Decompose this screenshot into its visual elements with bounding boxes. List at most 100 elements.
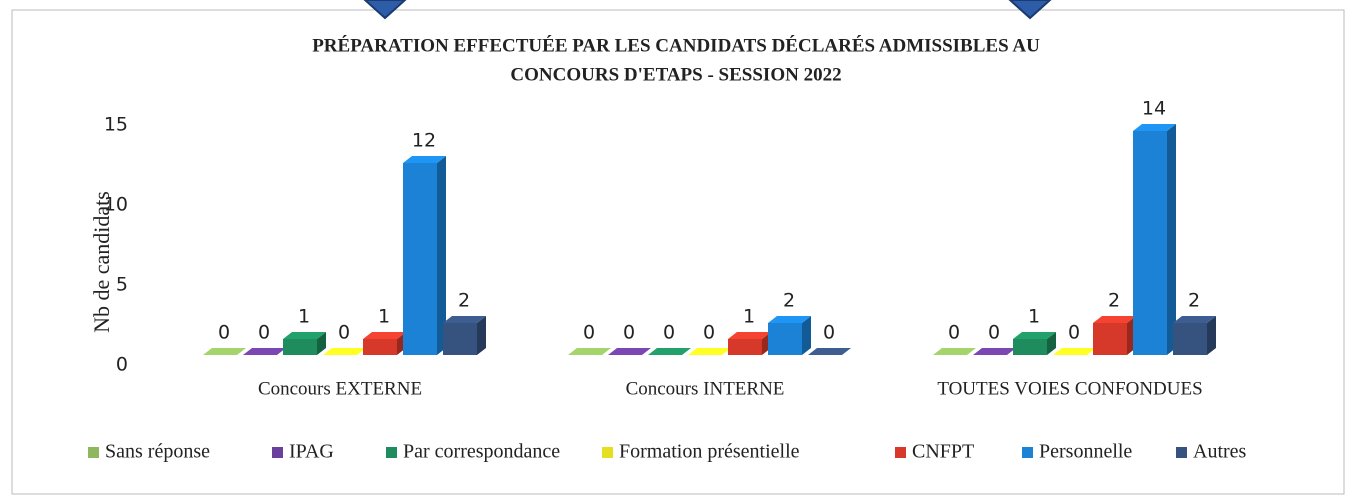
bar-top bbox=[808, 348, 851, 355]
data-label: 2 bbox=[783, 290, 795, 312]
bar-top bbox=[608, 348, 651, 355]
data-label: 12 bbox=[412, 130, 436, 152]
data-label: 2 bbox=[458, 290, 470, 312]
legend-swatch bbox=[272, 447, 283, 458]
decor-diamond bbox=[363, 0, 407, 20]
bar-top bbox=[203, 348, 246, 355]
bar-front bbox=[403, 163, 437, 355]
legend-label: Formation présentielle bbox=[619, 441, 800, 463]
bar bbox=[933, 348, 976, 355]
bar-front bbox=[283, 339, 317, 355]
data-label: 0 bbox=[218, 322, 230, 344]
bar-front bbox=[728, 339, 762, 355]
legend-swatch bbox=[895, 447, 906, 458]
chart-title: PRÉPARATION EFFECTUÉE PAR LES CANDIDATS … bbox=[312, 34, 1040, 56]
bar bbox=[768, 316, 811, 355]
bar-top bbox=[1013, 332, 1056, 339]
bar bbox=[688, 348, 731, 355]
bar-side bbox=[317, 332, 326, 355]
bar-top bbox=[1093, 316, 1136, 323]
data-label: 0 bbox=[338, 322, 350, 344]
bar bbox=[403, 156, 446, 355]
bar-front bbox=[363, 339, 397, 355]
data-label: 2 bbox=[1108, 290, 1120, 312]
bar-top bbox=[568, 348, 611, 355]
frame bbox=[11, 9, 1345, 495]
bar bbox=[1093, 316, 1136, 355]
bar-side bbox=[437, 156, 446, 355]
data-label: 0 bbox=[623, 322, 635, 344]
data-label: 1 bbox=[378, 306, 390, 328]
chart-title: CONCOURS D'ETAPS - SESSION 2022 bbox=[510, 64, 841, 85]
bar-front bbox=[1013, 339, 1047, 355]
bar-top bbox=[243, 348, 286, 355]
bar-top bbox=[973, 348, 1016, 355]
data-label: 0 bbox=[988, 322, 1000, 344]
legend-swatch bbox=[1176, 447, 1187, 458]
legend-label: Sans réponse bbox=[105, 441, 210, 463]
bar bbox=[443, 316, 486, 355]
x-tick-label: Concours INTERNE bbox=[626, 378, 785, 399]
bar bbox=[1013, 332, 1056, 355]
bar bbox=[568, 348, 611, 355]
bar-top bbox=[1053, 348, 1096, 355]
bar-top bbox=[443, 316, 486, 323]
bar-front bbox=[443, 323, 477, 355]
bar-front bbox=[768, 323, 802, 355]
bar-side bbox=[802, 316, 811, 355]
bar-top bbox=[1173, 316, 1216, 323]
bar bbox=[608, 348, 651, 355]
bar-top bbox=[688, 348, 731, 355]
data-label: 0 bbox=[1068, 322, 1080, 344]
legend-label: Autres bbox=[1193, 441, 1247, 463]
bar-side bbox=[1167, 124, 1176, 355]
bar-top bbox=[648, 348, 691, 355]
bar-side bbox=[1207, 316, 1216, 355]
bar-top bbox=[323, 348, 366, 355]
bar bbox=[1133, 124, 1176, 355]
bar bbox=[243, 348, 286, 355]
bar bbox=[323, 348, 366, 355]
bar bbox=[203, 348, 246, 355]
y-tick-label: 10 bbox=[104, 194, 128, 216]
bar-front bbox=[1093, 323, 1127, 355]
y-axis-label: Nb de candidats bbox=[89, 191, 114, 333]
bar bbox=[648, 348, 691, 355]
bar bbox=[728, 332, 771, 355]
bar-side bbox=[1047, 332, 1056, 355]
bar-front bbox=[1173, 323, 1207, 355]
data-label: 0 bbox=[583, 322, 595, 344]
x-tick-label: TOUTES VOIES CONFONDUES bbox=[937, 378, 1202, 399]
data-label: 0 bbox=[948, 322, 960, 344]
legend-label: Personnelle bbox=[1039, 441, 1132, 463]
bar bbox=[973, 348, 1016, 355]
bar-top bbox=[933, 348, 976, 355]
bar bbox=[1053, 348, 1096, 355]
bar-front bbox=[1133, 131, 1167, 355]
bar-top bbox=[363, 332, 406, 339]
data-label: 0 bbox=[823, 322, 835, 344]
bar bbox=[808, 348, 851, 355]
legend-swatch bbox=[1022, 447, 1033, 458]
bar-top bbox=[768, 316, 811, 323]
y-tick-label: 0 bbox=[116, 354, 128, 376]
data-label: 14 bbox=[1142, 98, 1166, 120]
data-label: 0 bbox=[663, 322, 675, 344]
y-tick-label: 5 bbox=[116, 274, 128, 296]
legend-label: CNFPT bbox=[912, 441, 974, 463]
data-label: 1 bbox=[298, 306, 310, 328]
bar bbox=[1173, 316, 1216, 355]
data-label: 1 bbox=[743, 306, 755, 328]
data-label: 2 bbox=[1188, 290, 1200, 312]
bar bbox=[363, 332, 406, 355]
legend-swatch bbox=[386, 447, 397, 458]
data-label: 0 bbox=[258, 322, 270, 344]
y-tick-label: 15 bbox=[104, 114, 128, 136]
data-label: 1 bbox=[1028, 306, 1040, 328]
x-tick-label: Concours EXTERNE bbox=[258, 378, 422, 399]
bar-top bbox=[1133, 124, 1176, 131]
legend-label: Par correspondance bbox=[403, 441, 560, 463]
bar-top bbox=[728, 332, 771, 339]
decor-diamond bbox=[1008, 0, 1052, 20]
